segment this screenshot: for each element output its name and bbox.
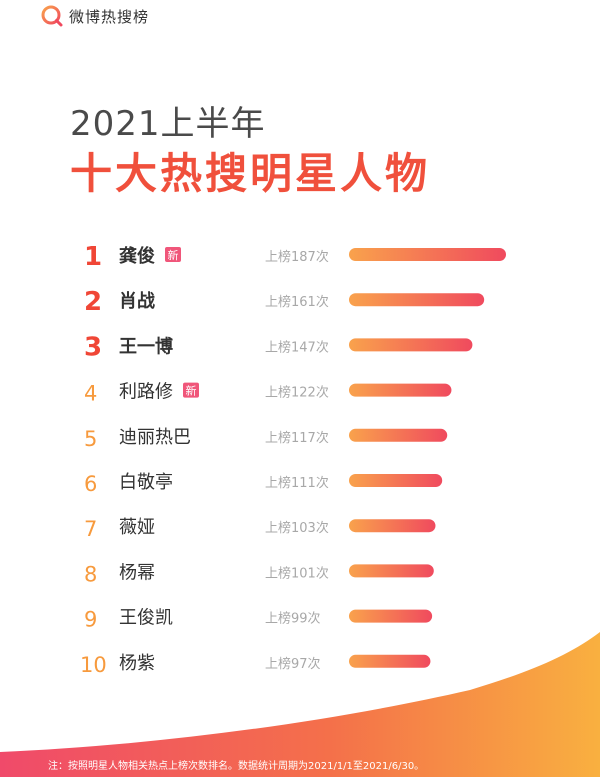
search-icon [41, 5, 63, 27]
rank-number: 3 [84, 332, 102, 362]
title-main: 十大热搜明星人物 [70, 149, 431, 198]
rank-number: 1 [84, 242, 102, 272]
bar [349, 293, 485, 307]
bar [349, 474, 443, 487]
star-name: 龚俊 [119, 245, 155, 267]
star-name: 薇娅 [119, 517, 155, 538]
bar [349, 519, 436, 533]
footer-note: 注：按照明星人物相关热点上榜次数排名。数据统计周期为2021/1/1至2021/… [48, 761, 425, 772]
bar [349, 248, 506, 261]
bar [349, 654, 431, 668]
star-name: 杨幂 [119, 562, 155, 583]
star-name: 迪丽热巴 [119, 427, 191, 448]
bar [349, 383, 452, 397]
rank-number: 6 [84, 472, 97, 496]
rank-number: 5 [84, 427, 97, 451]
star-name: 利路修 [119, 382, 173, 403]
value-label: 上榜117次 [265, 430, 329, 446]
star-name: 王一博 [119, 335, 173, 357]
rank-number: 10 [80, 653, 107, 677]
value-label: 上榜97次 [265, 656, 321, 672]
value-label: 上榜103次 [265, 520, 329, 536]
rank-number: 9 [84, 608, 97, 632]
new-badge-text: 新 [186, 384, 197, 398]
logo-text: 微博热搜榜 [69, 7, 150, 26]
rank-number: 7 [84, 517, 97, 541]
bar [349, 428, 448, 442]
value-label: 上榜101次 [265, 565, 329, 581]
bar [349, 564, 434, 578]
value-label: 上榜161次 [265, 294, 329, 310]
value-label: 上榜147次 [265, 339, 329, 355]
value-label: 上榜122次 [265, 385, 329, 401]
value-label: 上榜99次 [265, 611, 321, 627]
value-label: 上榜111次 [265, 475, 329, 491]
new-badge-text: 新 [168, 248, 179, 262]
star-name: 杨紫 [119, 653, 155, 674]
new-badge [165, 247, 181, 262]
rank-number: 4 [84, 382, 97, 406]
rank-number: 8 [84, 562, 97, 586]
star-name: 王俊凯 [119, 608, 173, 629]
bar [349, 609, 433, 623]
weibo-hot-search-logo: 微博热搜榜 [40, 4, 149, 28]
star-name: 肖战 [119, 290, 155, 312]
title-year: 2021上半年 [70, 104, 266, 144]
new-badge [183, 382, 199, 398]
rank-number: 2 [84, 287, 102, 317]
bar [349, 338, 473, 352]
value-label: 上榜187次 [265, 249, 329, 265]
star-name: 白敬亭 [119, 472, 173, 493]
